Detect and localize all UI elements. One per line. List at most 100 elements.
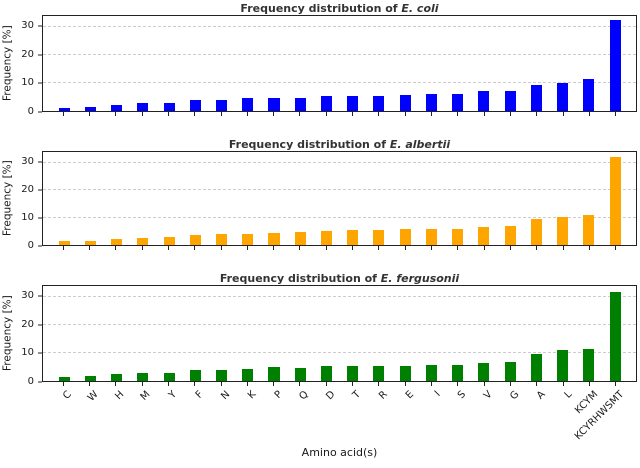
chart-title-text: Frequency distribution of [240, 2, 402, 15]
bar-KCYM [583, 78, 595, 111]
x-tick-mark-Q [287, 246, 313, 250]
x-tick-mark-M [129, 246, 155, 250]
y-axis-label: Frequency [%] [1, 160, 14, 237]
x-tick-label-slot: C [50, 386, 76, 443]
bar-slot-L [549, 152, 575, 245]
bar-G [504, 90, 516, 111]
y-axis-label: Frequency [%] [1, 295, 14, 372]
x-tick-mark-A [524, 246, 550, 250]
bar-slot-S [445, 16, 471, 111]
x-tick-label-T: T [351, 389, 364, 402]
x-tick-mark-V [471, 112, 497, 116]
y-tick-mark [38, 161, 42, 163]
bar-C [58, 241, 70, 245]
bar-slot-Q [287, 152, 313, 245]
y-tick-label-10: 10 [21, 347, 34, 359]
bar-H [111, 374, 123, 381]
x-tick-label-slot: KCYRHWSMT [573, 386, 629, 443]
x-tick-mark-L [550, 382, 576, 386]
x-tick-mark-Q [287, 112, 313, 116]
bar-slot-M [130, 286, 156, 381]
bar-slot-C [51, 152, 77, 245]
bar-slot-G [497, 286, 523, 381]
x-tick-label-slot: K [234, 386, 260, 443]
bar-slot-I [418, 16, 444, 111]
x-tick-mark-I [418, 246, 444, 250]
bar-W [84, 375, 96, 381]
bar-N [216, 370, 228, 381]
bar-slot-P [261, 16, 287, 111]
bar-Q [294, 231, 306, 245]
x-tick-label-slot: T [339, 386, 365, 443]
bar-T [347, 230, 359, 245]
bar-slot-A [523, 16, 549, 111]
y-tick-label-30: 30 [21, 20, 34, 32]
bar-slot-KCYRHWSMT [602, 286, 628, 381]
x-tick-label-slot: P [261, 386, 287, 443]
x-tick-label-P: P [272, 389, 285, 402]
bar-C [58, 107, 70, 111]
bar-T [347, 366, 359, 381]
gridline-10 [43, 216, 636, 218]
bar-slot-KCYRHWSMT [602, 152, 628, 245]
x-tick-label-slot: R [366, 386, 392, 443]
bar-H [111, 238, 123, 245]
x-tick-mark-KCYM [576, 112, 602, 116]
bar-slot-W [77, 286, 103, 381]
x-tick-mark-S [445, 112, 471, 116]
bar-F [189, 369, 201, 381]
x-tick-mark-E [392, 246, 418, 250]
bar-slot-F [182, 152, 208, 245]
x-tick-mark-A [524, 382, 550, 386]
bar-A [530, 84, 542, 111]
bar-slot-T [340, 286, 366, 381]
bar-slot-KCYM [576, 286, 602, 381]
bar-slot-D [313, 152, 339, 245]
bar-slot-R [366, 152, 392, 245]
x-tick-mark-P [261, 382, 287, 386]
x-tick-mark-H [103, 112, 129, 116]
x-tick-mark-H [103, 246, 129, 250]
chart-title-e-albertii: Frequency distribution of E. albertii [42, 138, 640, 151]
bar-E [399, 95, 411, 111]
bar-P [268, 98, 280, 111]
x-tick-mark-N [208, 246, 234, 250]
bar-slot-S [445, 286, 471, 381]
x-tick-mark-Y [155, 382, 181, 386]
x-tick-label-slot: M [129, 386, 155, 443]
bar-A [530, 354, 542, 381]
x-tick-labels: C W H M Y F N K P Q D T R E I S V G A L KCYM KCYRHWSMT [42, 386, 637, 443]
x-tick-label-N: N [218, 389, 232, 403]
bar-slot-W [77, 152, 103, 245]
bar-E [399, 365, 411, 381]
bar-slot-C [51, 286, 77, 381]
x-tick-mark-KCYRHWSMT [603, 246, 629, 250]
bar-slot-G [497, 152, 523, 245]
bar-slot-T [340, 16, 366, 111]
x-tick-mark-E [392, 112, 418, 116]
x-tick-mark-A [524, 112, 550, 116]
x-tick-mark-F [182, 382, 208, 386]
bar-R [373, 366, 385, 381]
y-axis-label: Frequency [%] [1, 25, 14, 102]
bar-slot-Q [287, 16, 313, 111]
x-tick-mark-W [76, 112, 102, 116]
bar-L [557, 350, 569, 381]
bar-S [452, 93, 464, 111]
bar-I [425, 228, 437, 245]
x-tick-label-I: I [432, 389, 443, 399]
y-tick-label-20: 20 [21, 184, 34, 196]
bar-W [84, 106, 96, 111]
y-tick-label-20: 20 [21, 318, 34, 330]
bar-slot-K [235, 16, 261, 111]
y-tick-mark [38, 352, 42, 354]
bar-M [137, 373, 149, 381]
x-tick-label-C: C [61, 389, 74, 402]
x-tick-label-D: D [323, 389, 338, 403]
x-tick-mark-W [76, 246, 102, 250]
bar-R [373, 95, 385, 111]
bar-slot-M [130, 152, 156, 245]
bar-slot-S [445, 152, 471, 245]
bar-slot-A [523, 152, 549, 245]
